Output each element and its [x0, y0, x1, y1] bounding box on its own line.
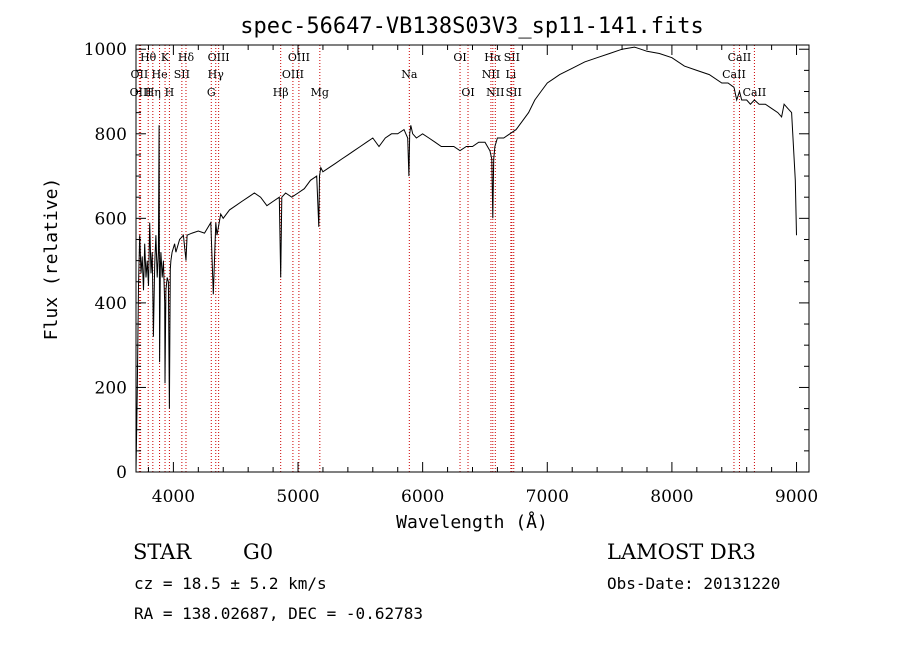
line-marker-label: H [165, 86, 175, 99]
line-marker-label: OIII [282, 68, 304, 81]
line-marker-label: Hθ [140, 51, 157, 64]
line-marker-label: Hα [484, 51, 502, 64]
spectral-subclass: G0 [243, 540, 274, 564]
line-marker-label: Hγ [208, 68, 225, 81]
line-marker-label: Li [505, 68, 516, 81]
line-marker-label: OI [461, 86, 474, 99]
y-tick-label: 400 [95, 294, 127, 314]
line-marker-label: SII [504, 51, 520, 64]
line-marker-label: OIII [130, 86, 152, 99]
line-marker-label: SII [174, 68, 190, 81]
line-marker-label: OIII [208, 51, 230, 64]
plot-frame [135, 44, 810, 473]
x-tick-label: 4000 [152, 487, 195, 507]
spectrum-line [135, 46, 797, 473]
y-tick-label: 800 [95, 125, 127, 145]
chart-title: spec-56647-VB138S03V3_sp11-141.fits [240, 14, 704, 39]
coordinates-readout: RA = 138.02687, DEC = -0.62783 [134, 604, 423, 623]
x-tick-label: 8000 [650, 487, 693, 507]
line-marker-label: NII [486, 86, 504, 99]
line-marker-label: CaII [743, 86, 767, 99]
y-tick-label: 1000 [84, 40, 127, 60]
line-marker-label: OII [131, 68, 149, 81]
y-axis-label: Flux (relative) [41, 178, 62, 341]
line-marker-label: G [207, 86, 216, 99]
object-class: STAR [133, 540, 192, 564]
x-axis: 4000 5000 6000 7000 8000 9000 [147, 45, 818, 507]
line-marker-label: He [152, 68, 168, 81]
line-marker-label: OI [453, 51, 466, 64]
line-marker-label: Na [401, 68, 418, 81]
x-tick-label: 7000 [526, 487, 569, 507]
y-tick-label: 600 [95, 209, 127, 229]
line-marker-label: CaII [728, 51, 752, 64]
line-marker-label: Hβ [273, 86, 289, 99]
survey-label: LAMOST DR3 [607, 540, 756, 564]
x-tick-label: 5000 [276, 487, 319, 507]
line-marker-label: SII [506, 86, 522, 99]
x-tick-label: 6000 [401, 487, 444, 507]
x-tick-label: 9000 [775, 487, 818, 507]
line-marker-label: Hδ [178, 51, 195, 64]
y-tick-label: 0 [116, 463, 127, 483]
observation-date: Obs-Date: 20131220 [607, 574, 781, 593]
line-marker-label: Hη [145, 86, 161, 99]
line-marker-label: K [161, 51, 170, 64]
x-axis-label: Wavelength (Å) [396, 511, 548, 533]
redshift-readout: cz = 18.5 ± 5.2 km/s [134, 574, 327, 593]
y-tick-label: 200 [95, 378, 127, 398]
y-axis: 0 200 400 600 800 1000 [84, 40, 809, 483]
line-marker-label: CaII [722, 68, 746, 81]
line-marker-label: OIII [288, 51, 310, 64]
line-marker-label: NII [482, 68, 500, 81]
line-marker-label: Mg [311, 86, 329, 99]
